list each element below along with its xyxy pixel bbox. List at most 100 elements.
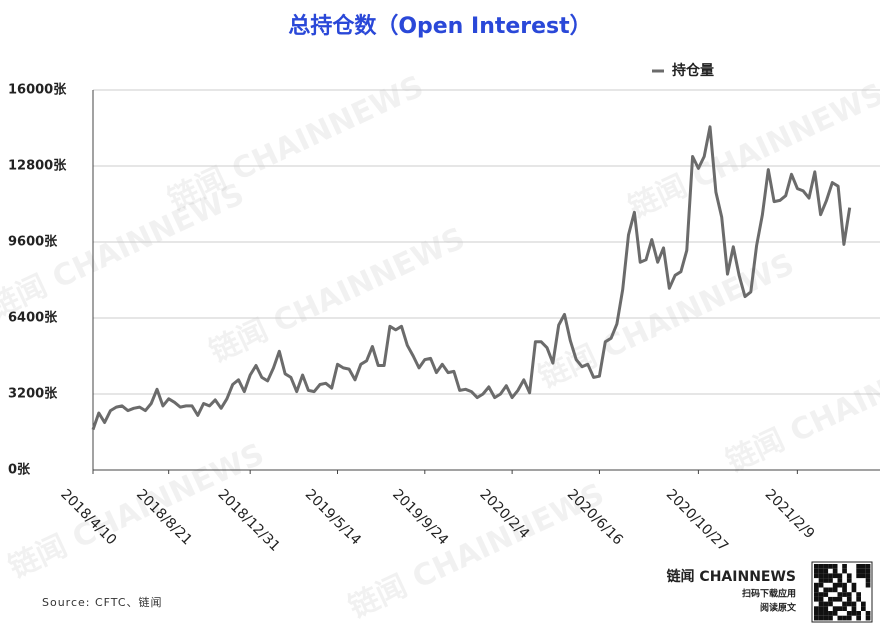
- qr-cell: [851, 611, 857, 616]
- brand: 链闻 CHAINNEWS 扫码下载应用 阅读原文: [667, 561, 873, 623]
- brand-logo: 链闻 CHAINNEWS: [667, 568, 796, 585]
- watermark: 链闻 CHAINNEWS: [0, 177, 250, 326]
- qr-cell: [823, 578, 829, 583]
- qr-cell: [865, 564, 871, 569]
- qr-cell: [851, 601, 857, 607]
- qr-cell: [814, 592, 819, 597]
- qr-cell: [823, 573, 829, 579]
- y-tick-label: 9600张: [8, 235, 58, 250]
- brand-line: 扫码下载应用: [742, 588, 796, 600]
- brand-line: 阅读原文: [760, 602, 797, 614]
- qr-cell: [814, 587, 819, 593]
- qr-cell: [818, 601, 824, 607]
- qr-cell: [865, 582, 871, 588]
- qr-cell: [865, 578, 871, 583]
- watermark: 链闻 CHAINNEWS: [623, 77, 880, 226]
- qr-cell: [837, 573, 843, 579]
- qr-cell: [865, 573, 871, 579]
- qr-cell: [846, 592, 852, 597]
- x-tick-label: 2019/9/24: [389, 486, 451, 548]
- qr-cell: [856, 611, 861, 616]
- x-tick-label: 2021/2/9: [762, 486, 818, 542]
- qr-cell: [861, 601, 866, 607]
- qr-cell: [818, 568, 824, 574]
- qr-cell: [846, 573, 852, 579]
- qr-cell: [828, 615, 833, 621]
- qr-cell: [828, 587, 833, 593]
- qr-cell: [856, 564, 861, 569]
- qr-cell: [818, 615, 824, 621]
- qr-cell: [818, 592, 824, 597]
- qr-cell: [865, 611, 871, 616]
- qr-cell: [814, 615, 819, 621]
- qr-cell: [842, 601, 847, 607]
- qr-cell: [846, 601, 852, 607]
- qr-cell: [818, 596, 824, 602]
- qr-cell: [818, 582, 824, 588]
- qr-cell: [837, 582, 843, 588]
- qr-cell: [856, 615, 861, 621]
- y-tick-label: 6400张: [8, 311, 58, 326]
- qr-cell: [814, 606, 819, 611]
- qr-cell: [837, 606, 843, 611]
- qr-cell: [832, 573, 838, 579]
- qr-cell: [846, 578, 852, 583]
- qr-cell: [861, 564, 866, 569]
- qr-cell: [828, 573, 833, 579]
- qr-cell: [856, 573, 861, 579]
- y-tick-label: 16000张: [8, 83, 67, 98]
- qr-cell: [832, 582, 838, 588]
- qr-cell: [865, 568, 871, 574]
- qr-cell: [865, 615, 871, 621]
- qr-cell: [818, 611, 824, 616]
- qr-cell: [832, 587, 838, 593]
- x-tick-label: 2019/5/14: [302, 486, 364, 548]
- qr-cell: [851, 587, 857, 593]
- line-series: [91, 125, 852, 431]
- qr-cell: [856, 596, 861, 602]
- qr-cell: [823, 611, 829, 616]
- qr-cell: [823, 587, 829, 593]
- watermark: 链闻 CHAINNEWS: [721, 331, 880, 480]
- chart-title: 总持仓数（Open Interest）: [288, 13, 591, 39]
- qr-cell: [818, 573, 824, 579]
- qr-cell: [814, 564, 819, 569]
- qr-cell: [814, 611, 819, 616]
- qr-cell: [823, 568, 829, 574]
- qr-cell: [842, 582, 847, 588]
- qr-cell: [814, 582, 819, 588]
- qr-cell: [823, 601, 829, 607]
- qr-cell: [846, 615, 852, 621]
- qr-cell: [842, 592, 847, 597]
- qr-cell: [851, 582, 857, 588]
- qr-cell: [823, 615, 829, 621]
- qr-cell: [842, 587, 847, 593]
- legend-label: 持仓量: [672, 62, 714, 79]
- qr-cell: [832, 606, 838, 611]
- qr-cell: [823, 592, 829, 597]
- qr-cell: [837, 592, 843, 597]
- qr-cell: [828, 578, 833, 583]
- qr-cell: [828, 611, 833, 616]
- qr-cell: [846, 596, 852, 602]
- x-tick-label: 2018/12/31: [215, 486, 283, 554]
- qr-cell: [832, 596, 838, 602]
- qr-cell: [856, 592, 861, 597]
- qr-cell: [832, 564, 838, 569]
- qr-cell: [842, 615, 847, 621]
- qr-cell: [861, 606, 866, 611]
- qr-cell: [818, 564, 824, 569]
- qr-cell: [818, 606, 824, 611]
- qr-cell: [837, 578, 843, 583]
- qr-cell: [861, 568, 866, 574]
- qr-cell: [837, 615, 843, 621]
- watermark: 链闻 CHAINNEWS: [204, 221, 470, 370]
- y-tick-label: 3200张: [8, 387, 58, 402]
- qr-cell: [856, 568, 861, 574]
- x-tick-label: 2020/10/27: [663, 486, 731, 554]
- qr-cell: [818, 578, 824, 583]
- qr-cell: [828, 564, 833, 569]
- qr-cell: [823, 606, 829, 611]
- qr-cell: [851, 606, 857, 611]
- qr-cell: [814, 573, 819, 579]
